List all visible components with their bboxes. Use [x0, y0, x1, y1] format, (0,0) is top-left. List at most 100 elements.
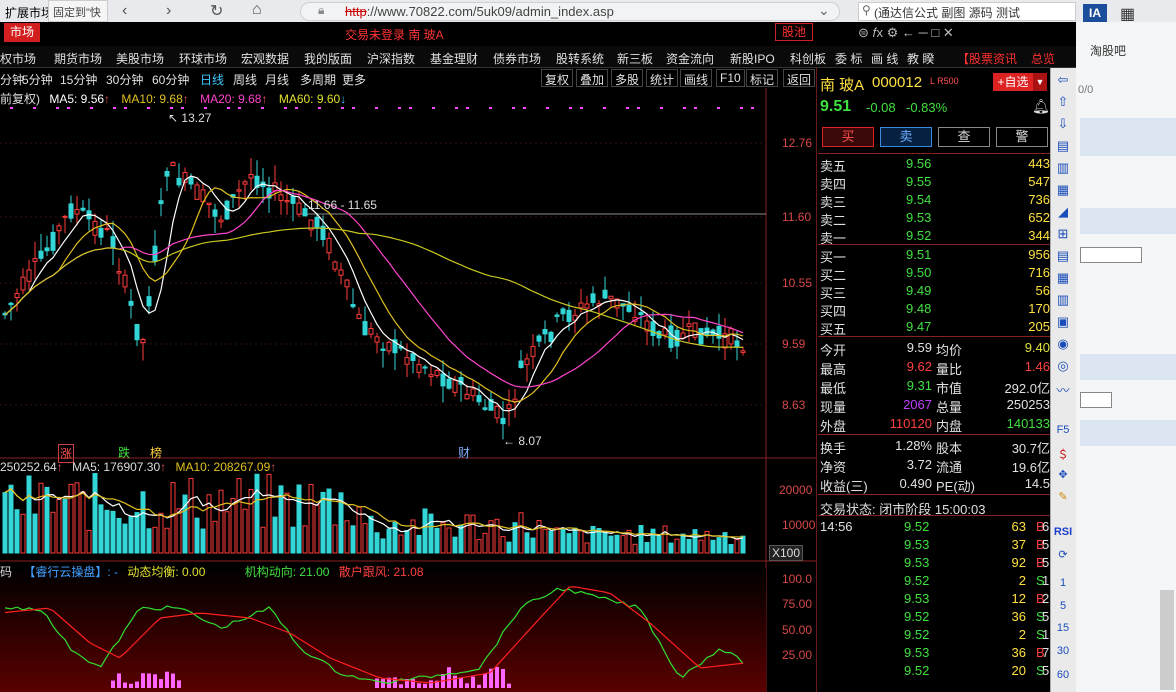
side-tool-icon[interactable]: ▣	[1056, 314, 1070, 329]
side-tool-label[interactable]: F5	[1056, 424, 1070, 436]
toolbar-button[interactable]: 叠加	[576, 69, 609, 87]
query-button[interactable]: 查	[938, 127, 990, 147]
side-tool-icon[interactable]: ◎	[1057, 358, 1069, 373]
url-text[interactable]: http://www.70822.com/5uk09/admin_index.a…	[345, 4, 614, 19]
toolbar-button[interactable]: 标记	[746, 69, 779, 87]
refresh-icon[interactable]: ↻	[210, 3, 224, 20]
side-tool-label[interactable]: 1	[1059, 577, 1067, 589]
chevron-down-icon[interactable]: ⌄	[818, 2, 830, 18]
period-tab[interactable]: 日线	[200, 73, 225, 87]
period-tab[interactable]: 月线	[265, 73, 290, 87]
ask-price[interactable]: 9.56	[906, 156, 932, 171]
side-tool-icon[interactable]: ◢	[1058, 204, 1068, 219]
side-tool-icon[interactable]: ⊞	[1057, 226, 1069, 241]
back-icon[interactable]: ‹	[122, 2, 128, 19]
period-tab[interactable]: 周线	[233, 73, 258, 87]
bell-icon[interactable]: 🔔︎	[1032, 98, 1050, 114]
move-icon[interactable]: ✥	[1058, 469, 1068, 481]
menu-item[interactable]: 资讯	[993, 52, 1018, 66]
toolbar-button[interactable]: 统计	[646, 69, 679, 87]
ask-price[interactable]: 9.53	[906, 210, 932, 225]
tag-finance[interactable]: 财	[458, 446, 471, 460]
side-tool-icon[interactable]: ⇦	[1057, 72, 1069, 87]
side-tool-icon[interactable]: 〰	[1056, 383, 1070, 398]
toolbar-button[interactable]: 返回	[783, 69, 816, 87]
ask-price[interactable]: 9.55	[906, 174, 932, 189]
side-tool-icon[interactable]: ⇧	[1057, 94, 1069, 109]
toolbar-button[interactable]: F10	[716, 69, 745, 87]
side-tool-icon[interactable]: ▤	[1056, 248, 1070, 263]
add-watchlist-button[interactable]: +自选	[993, 73, 1033, 91]
side-tool-icon[interactable]: ▥	[1056, 292, 1070, 307]
menu-item[interactable]: 资金流向	[666, 52, 715, 66]
period-tab[interactable]: 多周期	[300, 73, 337, 87]
window-controls-icon[interactable]: ⊜ 𝑓x ⚙ ← ─ □ ✕	[858, 25, 954, 40]
sell-button[interactable]: 卖	[880, 127, 932, 147]
side-tool-label[interactable]: RSI	[1053, 526, 1073, 538]
menu-item[interactable]: 股转系统	[556, 52, 605, 66]
period-tab[interactable]: 60分钟	[152, 73, 190, 87]
menu-item[interactable]: 沪深指数	[367, 52, 416, 66]
pinned-tab[interactable]: 固定到"快	[48, 0, 108, 22]
side-input[interactable]	[1080, 392, 1112, 408]
toolbar-button[interactable]: 复权	[541, 69, 574, 87]
side-tool-icon[interactable]: ▦	[1056, 270, 1070, 285]
menu-item[interactable]: 教 睽	[907, 52, 935, 66]
menu-item[interactable]: 新股IPO	[730, 52, 775, 66]
kline-chart[interactable]	[0, 88, 816, 692]
menu-item[interactable]: 委 标	[835, 52, 863, 66]
toolbar-button[interactable]: 多股	[611, 69, 644, 87]
menu-item[interactable]: 总览	[1031, 52, 1056, 66]
side-tool-label[interactable]: 30	[1056, 645, 1070, 657]
period-tab[interactable]: 5分钟	[22, 73, 53, 87]
menu-item[interactable]: 基金理财	[430, 52, 479, 66]
buy-button[interactable]: 买	[822, 127, 874, 147]
menu-item[interactable]: 债券市场	[493, 52, 542, 66]
forward-icon[interactable]: ›	[166, 2, 172, 19]
grid-icon[interactable]: ▦	[1120, 6, 1136, 23]
side-input[interactable]	[1080, 247, 1142, 263]
side-tool-icon[interactable]: ▥	[1056, 160, 1070, 175]
period-tab[interactable]: 30分钟	[106, 73, 144, 87]
menu-item[interactable]: 宏观数据	[241, 52, 290, 66]
side-tool-icon[interactable]: ▦	[1056, 182, 1070, 197]
menu-item[interactable]: 美股市场	[116, 52, 165, 66]
market-button[interactable]: 市场	[4, 23, 40, 42]
ask-price[interactable]: 9.54	[906, 192, 932, 207]
side-tool-label[interactable]: 15	[1056, 622, 1070, 634]
refresh-icon[interactable]: ⟳	[1058, 549, 1068, 561]
alert-button[interactable]: 警	[996, 127, 1048, 147]
ind-name[interactable]: 【睿行云操盘】: -	[23, 565, 119, 579]
bookmark-taoguba[interactable]: 淘股吧	[1090, 44, 1127, 58]
menu-item[interactable]: 权市场	[0, 52, 37, 66]
menu-item[interactable]: 画 线	[871, 52, 899, 66]
tag-rank[interactable]: 榜	[150, 446, 163, 460]
period-tab[interactable]: 更多	[342, 73, 367, 87]
menu-item[interactable]: 科创板	[790, 52, 827, 66]
bid-price[interactable]: 9.50	[906, 265, 932, 280]
side-tool-icon[interactable]: ▤	[1056, 138, 1070, 153]
period-tab[interactable]: 分钟	[0, 73, 25, 87]
side-tool-icon[interactable]: ◉	[1057, 336, 1069, 351]
home-icon[interactable]: ⌂	[252, 1, 262, 18]
money-icon[interactable]: ＄	[1057, 449, 1069, 461]
side-scrollbar[interactable]	[1160, 590, 1174, 690]
browser-search-box[interactable]	[858, 2, 1076, 21]
bid-price[interactable]: 9.48	[906, 301, 932, 316]
bid-price[interactable]: 9.47	[906, 319, 932, 334]
menu-item[interactable]: 期货市场	[54, 52, 103, 66]
pen-icon[interactable]: ✎	[1058, 491, 1068, 503]
period-tab[interactable]: 15分钟	[60, 73, 98, 87]
menu-item[interactable]: 我的版面	[304, 52, 353, 66]
bid-price[interactable]: 9.49	[906, 283, 932, 298]
side-tool-label[interactable]: 60	[1056, 669, 1070, 681]
tag-down[interactable]: 跌	[118, 446, 131, 460]
tag-up[interactable]: 涨	[58, 444, 75, 463]
toolbar-button[interactable]: 画线	[680, 69, 713, 87]
bid-price[interactable]: 9.51	[906, 247, 932, 262]
menu-item[interactable]: 新三板	[617, 52, 654, 66]
chart-area[interactable]	[0, 88, 816, 692]
menu-item[interactable]: 【股票	[957, 52, 994, 66]
menu-item[interactable]: 环球市场	[179, 52, 228, 66]
address-bar[interactable]	[300, 2, 840, 21]
